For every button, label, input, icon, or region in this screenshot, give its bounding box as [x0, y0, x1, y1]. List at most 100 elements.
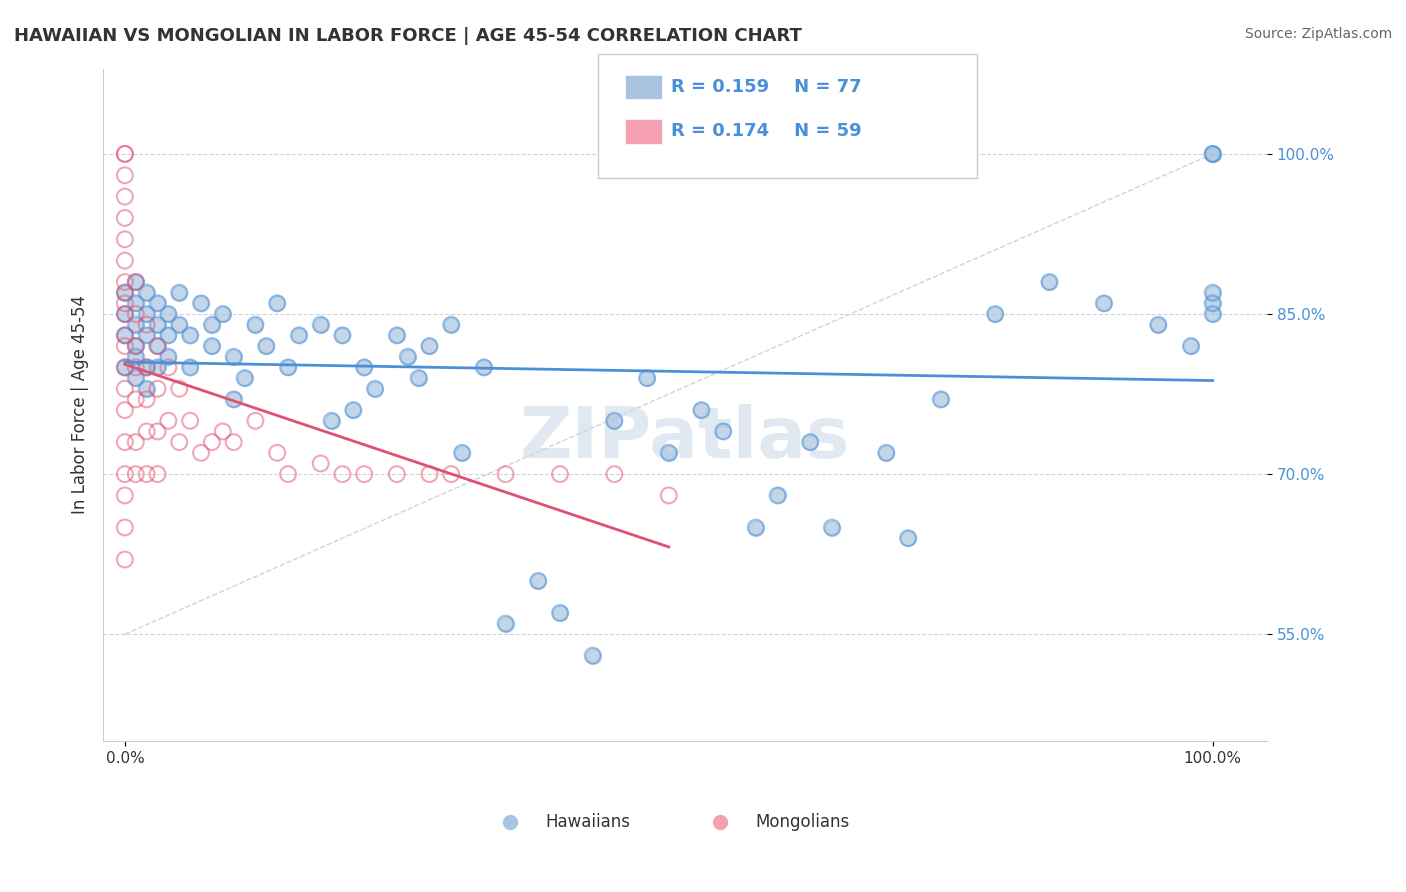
- Point: [114, 285, 136, 300]
- Point: [125, 296, 148, 310]
- Point: [527, 574, 550, 588]
- Point: [690, 403, 713, 417]
- Point: [451, 446, 474, 460]
- Point: [321, 414, 343, 428]
- Point: [309, 457, 332, 471]
- Point: [897, 531, 920, 545]
- Point: [1147, 318, 1170, 332]
- Point: [875, 446, 897, 460]
- Point: [342, 403, 364, 417]
- Point: [157, 328, 180, 343]
- Point: [157, 360, 180, 375]
- Point: [277, 467, 299, 482]
- Point: [332, 328, 354, 343]
- Point: [114, 435, 136, 450]
- Point: [799, 435, 821, 450]
- Point: [135, 307, 157, 321]
- Point: [157, 328, 180, 343]
- Point: [233, 371, 256, 385]
- Point: [135, 307, 157, 321]
- Point: [135, 467, 157, 482]
- Point: [745, 520, 768, 534]
- Point: [125, 371, 148, 385]
- Point: [1180, 339, 1202, 353]
- Point: [114, 520, 136, 534]
- Point: [1201, 307, 1223, 321]
- Point: [266, 296, 288, 310]
- Text: ZIPatlas: ZIPatlas: [520, 404, 851, 473]
- Point: [222, 392, 245, 407]
- Point: [495, 616, 517, 631]
- Point: [418, 467, 440, 482]
- Point: [288, 328, 311, 343]
- Point: [125, 339, 148, 353]
- Point: [1038, 275, 1060, 289]
- Point: [527, 574, 550, 588]
- Point: [114, 488, 136, 502]
- Point: [146, 296, 169, 310]
- Point: [146, 318, 169, 332]
- Point: [135, 360, 157, 375]
- Point: [114, 275, 136, 289]
- Point: [581, 648, 603, 663]
- Point: [114, 211, 136, 225]
- Point: [222, 392, 245, 407]
- Point: [408, 371, 430, 385]
- Point: [1201, 147, 1223, 161]
- Point: [157, 414, 180, 428]
- Point: [451, 446, 474, 460]
- Point: [309, 318, 332, 332]
- Point: [157, 307, 180, 321]
- Point: [146, 339, 169, 353]
- Point: [157, 307, 180, 321]
- Point: [266, 446, 288, 460]
- Point: [146, 318, 169, 332]
- Point: [125, 307, 148, 321]
- Point: [114, 328, 136, 343]
- Point: [114, 360, 136, 375]
- Point: [190, 296, 212, 310]
- Point: [201, 339, 224, 353]
- Text: Hawaiians: Hawaiians: [546, 813, 630, 830]
- Point: [114, 285, 136, 300]
- Point: [1038, 275, 1060, 289]
- Point: [472, 360, 495, 375]
- Point: [190, 296, 212, 310]
- Text: Source: ZipAtlas.com: Source: ZipAtlas.com: [1244, 27, 1392, 41]
- Point: [190, 446, 212, 460]
- Point: [179, 328, 201, 343]
- Point: [658, 446, 681, 460]
- Point: [201, 435, 224, 450]
- Point: [396, 350, 419, 364]
- Point: [353, 467, 375, 482]
- Point: [114, 552, 136, 566]
- Point: [114, 189, 136, 203]
- Point: [135, 328, 157, 343]
- Point: [169, 318, 191, 332]
- Point: [766, 488, 789, 502]
- Point: [222, 350, 245, 364]
- Point: [125, 296, 148, 310]
- Point: [125, 350, 148, 364]
- Point: [201, 318, 224, 332]
- Point: [495, 616, 517, 631]
- Point: [1201, 147, 1223, 161]
- Point: [581, 648, 603, 663]
- Point: [114, 307, 136, 321]
- Text: R = 0.159    N = 77: R = 0.159 N = 77: [671, 78, 862, 95]
- Point: [125, 350, 148, 364]
- Point: [1201, 296, 1223, 310]
- Point: [146, 339, 169, 353]
- Point: [711, 425, 734, 439]
- Point: [254, 339, 277, 353]
- Point: [179, 360, 201, 375]
- Point: [114, 360, 136, 375]
- Point: [321, 414, 343, 428]
- Point: [1201, 147, 1223, 161]
- Point: [984, 307, 1007, 321]
- Point: [135, 382, 157, 396]
- Point: [169, 285, 191, 300]
- Point: [353, 360, 375, 375]
- Point: [309, 318, 332, 332]
- Point: [799, 435, 821, 450]
